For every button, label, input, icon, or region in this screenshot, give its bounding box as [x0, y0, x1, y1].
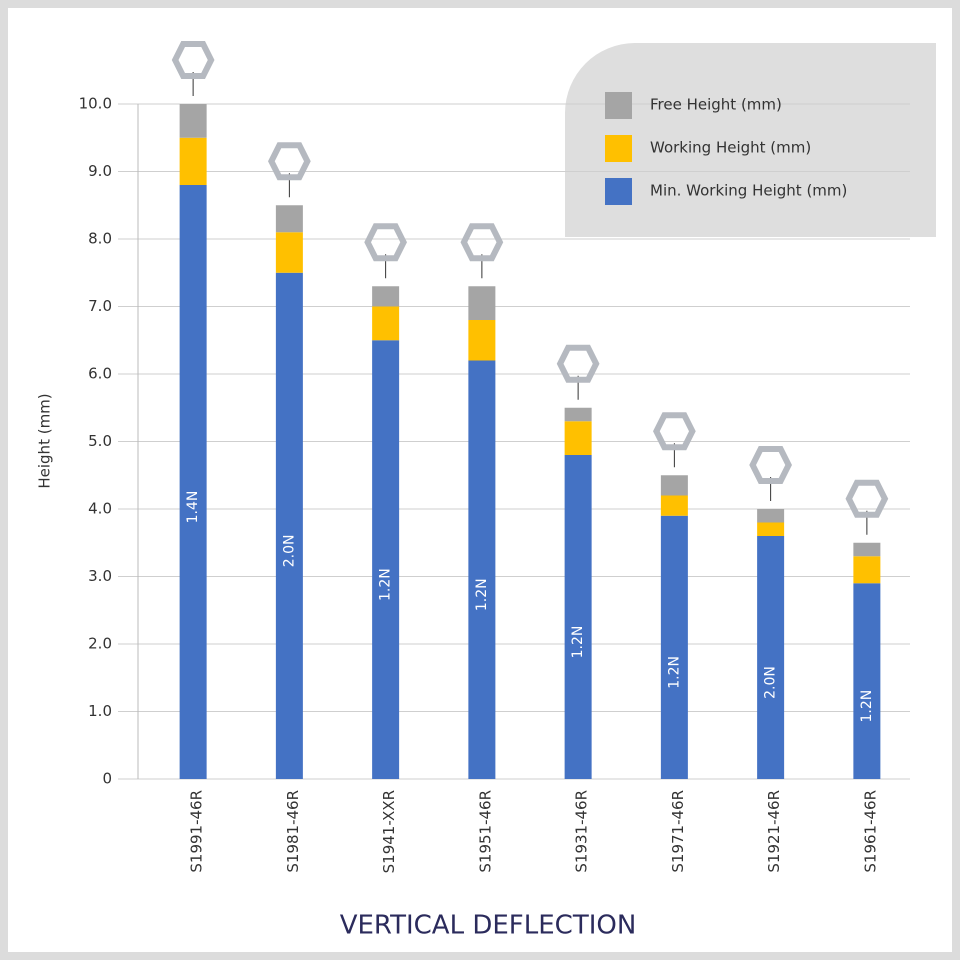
bar-segment: [853, 542, 881, 557]
bar-label: 2.0N: [763, 666, 779, 699]
y-tick-label: 0: [102, 770, 112, 788]
y-tick-label: 7.0: [88, 297, 112, 315]
legend-swatch: [605, 135, 632, 162]
y-tick-label: 3.0: [88, 567, 112, 585]
y-tick-label: 2.0: [88, 635, 112, 653]
bar-segment: [468, 360, 496, 779]
bar-segment: [179, 137, 207, 185]
y-tick-label: 9.0: [88, 162, 112, 180]
bar-segment: [372, 340, 400, 779]
clip-icon: [556, 344, 600, 383]
x-tick-label: S1991-46R: [188, 790, 206, 873]
bar-segment: [660, 515, 688, 779]
clip-icon: [653, 412, 696, 451]
bar-segment: [853, 556, 881, 584]
x-axis-title: VERTICAL DEFLECTION: [340, 911, 637, 941]
bar-segment: [372, 286, 400, 307]
bar-segment: [564, 455, 592, 779]
bar-label: 1.2N: [378, 568, 394, 601]
x-tick-label: S1941-XXR: [380, 790, 398, 873]
legend-swatch: [605, 92, 632, 119]
legend-swatch: [605, 178, 632, 205]
bar-segment: [179, 104, 207, 138]
bar-segment: [564, 421, 592, 455]
bar-segment: [757, 509, 785, 523]
legend-label: Working Height (mm): [650, 139, 811, 157]
x-tick-label: S1981-46R: [284, 790, 302, 873]
clip-icon: [845, 479, 889, 518]
y-tick-label: 10.0: [79, 95, 112, 113]
bar-segment: [564, 407, 592, 422]
x-tick-label: S1971-46R: [669, 790, 687, 873]
legend-box: [565, 43, 936, 237]
bar-segment: [853, 583, 881, 779]
bar-segment: [275, 205, 303, 233]
legend-label: Free Height (mm): [650, 96, 782, 114]
bar-label: 1.2N: [666, 656, 682, 689]
y-tick-label: 5.0: [88, 432, 112, 450]
bar-segment: [660, 495, 688, 516]
y-tick-label: 1.0: [88, 702, 112, 720]
bar-segment: [275, 272, 303, 779]
bar-label: 1.2N: [474, 578, 490, 611]
x-tick-label: S1961-46R: [861, 790, 879, 873]
bar-segment: [179, 185, 207, 779]
y-tick-label: 6.0: [88, 365, 112, 383]
bar-segment: [468, 320, 496, 361]
clip-icon: [364, 223, 407, 262]
clip-icon: [171, 41, 215, 79]
x-tick-label: S1931-46R: [573, 790, 591, 873]
bar-label: 1.2N: [859, 690, 875, 723]
bar-label: 1.2N: [570, 626, 586, 659]
bar-label: 1.4N: [185, 491, 201, 524]
y-tick-label: 4.0: [88, 500, 112, 518]
bar-label: 2.0N: [281, 535, 297, 568]
y-tick-label: 8.0: [88, 230, 112, 248]
bar-segment: [468, 286, 496, 320]
clip-icon: [460, 223, 504, 262]
y-axis-title: Height (mm): [36, 393, 54, 488]
clip-icon: [268, 142, 311, 181]
x-tick-label: S1951-46R: [476, 790, 494, 873]
bar-segment: [757, 522, 785, 536]
bar-segment: [275, 232, 303, 273]
bar-segment: [757, 536, 785, 779]
x-tick-label: S1921-46R: [765, 790, 783, 873]
bar-segment: [372, 306, 400, 341]
bar-segment: [660, 475, 688, 496]
clip-icon: [749, 446, 792, 484]
legend-label: Min. Working Height (mm): [650, 182, 847, 200]
